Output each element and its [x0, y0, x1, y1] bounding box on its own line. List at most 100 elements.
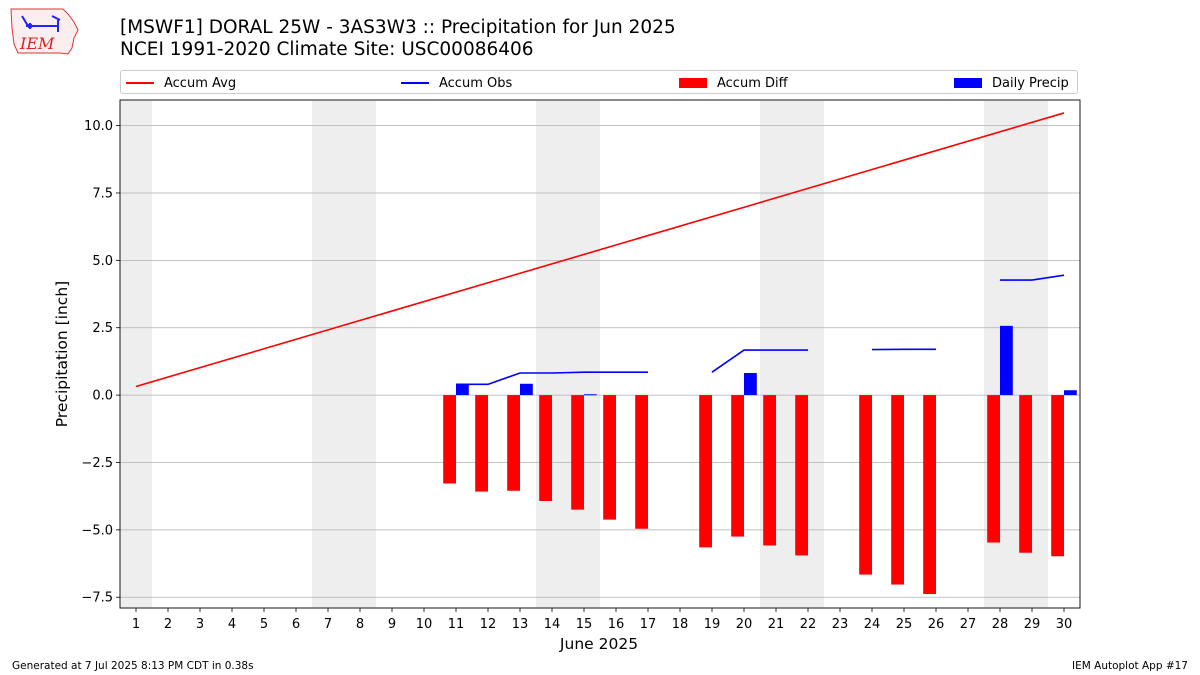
legend-item-daily-precip: Daily Precip [954, 74, 1069, 92]
x-tick-label-19: 20 [736, 617, 753, 632]
accum-diff-bar-day-22 [795, 395, 808, 556]
legend-swatch-accum-diff [679, 78, 707, 88]
accum-obs-segment-1 [711, 349, 808, 373]
x-tick-label-7: 8 [356, 617, 364, 632]
accum-diff-bar-day-12 [475, 395, 488, 492]
x-tick-label-4: 5 [260, 617, 268, 632]
legend-swatch-accum-avg [126, 82, 154, 84]
x-tick-label-23: 24 [864, 617, 881, 632]
accum-diff-bar-day-16 [603, 395, 616, 520]
plot-frame [119, 99, 1081, 609]
accum-obs-segment-3 [1000, 274, 1065, 281]
y-gridlines [120, 125, 1080, 598]
x-tick-label-28: 29 [1024, 617, 1041, 632]
x-tick-label-1: 2 [164, 617, 172, 632]
y-tick-label-2: −2.5 [81, 456, 113, 471]
y-tick-label-5: 5.0 [92, 254, 113, 269]
x-tick-label-21: 22 [800, 617, 817, 632]
weather-station-icon [21, 15, 61, 32]
legend-label-accum-obs: Accum Obs [439, 75, 513, 91]
x-tick-label-26: 27 [960, 617, 977, 632]
daily-precip-bar-day-11 [456, 384, 469, 396]
accum-diff-bar-day-28 [987, 395, 1000, 543]
x-tick-label-29: 30 [1056, 617, 1073, 632]
accum-diff-bars [443, 395, 1064, 594]
accum-diff-bar-day-13 [507, 395, 520, 491]
daily-precip-bar-day-15 [584, 394, 597, 396]
y-axis-label: Precipitation [inch] [53, 281, 71, 427]
chart-subtitle: NCEI 1991-2020 Climate Site: USC00086406 [120, 39, 534, 60]
accum-obs-lines [456, 274, 1065, 386]
x-tick-label-13: 14 [544, 617, 561, 632]
x-tick-label-0: 1 [132, 617, 140, 632]
weekend-span-0 [120, 100, 152, 608]
footer-app: IEM Autoplot App #17 [1072, 660, 1188, 672]
x-tick-label-3: 4 [228, 617, 236, 632]
x-tick-label-20: 21 [768, 617, 785, 632]
footer-generated: Generated at 7 Jul 2025 8:13 PM CDT in 0… [12, 660, 254, 672]
x-tick-label-10: 11 [448, 617, 465, 632]
legend-item-accum-avg: Accum Avg [126, 74, 236, 92]
accum-diff-bar-day-30 [1051, 395, 1064, 557]
weekend-span-4 [984, 100, 1048, 608]
x-tick-label-15: 16 [608, 617, 625, 632]
x-axis-label: June 2025 [559, 635, 638, 653]
x-tick-label-8: 9 [388, 617, 396, 632]
x-tick-label-22: 23 [832, 617, 849, 632]
accum-diff-bar-day-11 [443, 395, 456, 484]
x-tick-label-18: 19 [704, 617, 721, 632]
daily-precip-bar-day-28 [1000, 325, 1013, 396]
x-tick-label-14: 15 [576, 617, 593, 632]
x-tick-label-2: 3 [196, 617, 204, 632]
iem-logo: IEM [10, 8, 79, 55]
x-tick-label-24: 25 [896, 617, 913, 632]
accum-avg-line [135, 112, 1065, 388]
accum-diff-bar-day-21 [763, 395, 776, 546]
accum-avg-line [135, 112, 1065, 388]
accum-diff-bar-day-24 [859, 395, 872, 575]
legend-label-accum-avg: Accum Avg [164, 75, 237, 91]
weekend-span-1 [312, 100, 376, 608]
legend-label-accum-diff: Accum Diff [717, 75, 788, 91]
daily-precip-bar-day-20 [744, 372, 757, 396]
accum-diff-bar-day-17 [635, 395, 648, 529]
accum-obs-segment-0 [456, 371, 648, 386]
x-tick-label-6: 7 [324, 617, 332, 632]
daily-precip-bar-day-30 [1064, 390, 1077, 396]
x-tick-label-25: 26 [928, 617, 945, 632]
chart-title: [MSWF1] DORAL 25W - 3AS3W3 :: Precipitat… [120, 17, 676, 38]
accum-diff-bar-day-26 [923, 395, 936, 594]
x-tick-label-11: 12 [480, 617, 497, 632]
y-tick-label-6: 7.5 [92, 186, 113, 201]
legend-label-daily-precip: Daily Precip [992, 75, 1069, 91]
x-tick-label-16: 17 [640, 617, 657, 632]
x-tick-label-27: 28 [992, 617, 1009, 632]
x-tick-label-17: 18 [672, 617, 689, 632]
legend-swatch-daily-precip [954, 78, 982, 88]
accum-diff-bar-day-25 [891, 395, 904, 585]
y-tick-label-3: 0.0 [92, 389, 113, 404]
accum-diff-bar-day-19 [699, 395, 712, 548]
axes: −7.5−5.0−2.50.02.55.07.510.01 2 3 4 5 6 7 8 9 10 1… [81, 99, 1081, 632]
daily-precip-bar-day-13 [520, 383, 533, 396]
weekend-shading [120, 100, 1048, 608]
iowa-outline-icon [10, 8, 79, 55]
y-tick-label-4: 2.5 [92, 321, 113, 336]
y-tick-label-1: −5.0 [81, 523, 113, 538]
x-tick-label-9: 10 [416, 617, 433, 632]
weekend-span-2 [536, 100, 600, 608]
logo-text: IEM [19, 34, 55, 53]
accum-diff-bar-day-14 [539, 395, 552, 502]
accum-diff-bar-day-29 [1019, 395, 1032, 553]
legend-swatch-accum-obs [401, 82, 429, 84]
legend-item-accum-obs: Accum Obs [401, 74, 512, 92]
x-tick-label-5: 6 [292, 617, 300, 632]
accum-diff-bar-day-20 [731, 395, 744, 537]
daily-precip-bars [456, 325, 1077, 396]
chart-legend: Accum Avg Accum Obs Accum Diff Daily Pre… [120, 70, 1078, 94]
accum-diff-bar-day-15 [571, 395, 584, 510]
y-tick-label-7: 10.0 [84, 119, 113, 134]
weekend-span-3 [760, 100, 824, 608]
y-tick-label-0: −7.5 [81, 591, 113, 606]
